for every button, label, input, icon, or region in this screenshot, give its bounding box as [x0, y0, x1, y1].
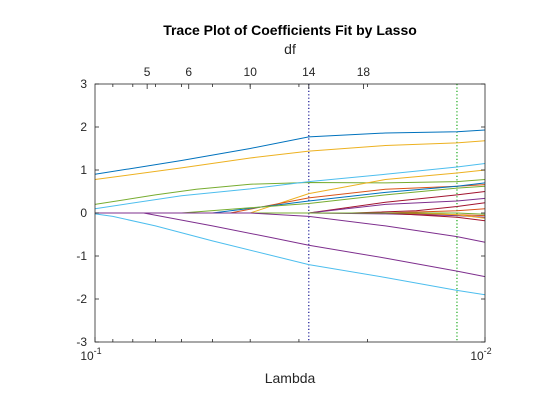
df-tick-label: 18	[357, 65, 371, 79]
df-axis-label: df	[284, 41, 296, 57]
coefficient-line-1	[94, 129, 486, 175]
y-tick-label: 0	[80, 206, 87, 220]
coefficient-line-2	[94, 140, 486, 180]
y-tick-label: -2	[76, 292, 87, 306]
x-tick-label: 10-2	[470, 346, 491, 363]
x-axis-tick-labels: 10-1 10-2	[80, 337, 492, 363]
df-axis-ticks	[146, 84, 364, 89]
y-tick-label: 2	[80, 120, 87, 134]
reference-lines	[308, 84, 458, 342]
y-axis-tick-labels: -3 -2 -1 0 1 2 3	[76, 77, 87, 349]
df-tick-label: 14	[302, 65, 316, 79]
coefficient-line-19	[95, 212, 486, 278]
df-tick-label: 5	[144, 65, 151, 79]
df-axis-tick-labels: 5 6 10 14 18	[144, 65, 371, 79]
coefficient-line-3	[94, 179, 486, 205]
df-tick-label: 10	[244, 65, 258, 79]
y-tick-label: -1	[76, 249, 87, 263]
y-tick-label: -3	[76, 335, 87, 349]
coefficient-line-4	[94, 163, 486, 210]
y-axis-ticks	[95, 83, 485, 343]
chart-title: Trace Plot of Coefficients Fit by Lasso	[163, 22, 417, 38]
x-tick-label: 10-1	[80, 346, 101, 363]
df-tick-label: 6	[185, 65, 192, 79]
coefficient-line-20	[94, 213, 486, 296]
y-tick-label: 3	[80, 77, 87, 91]
coefficient-line-18	[95, 212, 486, 243]
series-lines	[94, 129, 486, 296]
y-tick-label: 1	[80, 163, 87, 177]
x-axis-label: Lambda	[265, 370, 316, 386]
